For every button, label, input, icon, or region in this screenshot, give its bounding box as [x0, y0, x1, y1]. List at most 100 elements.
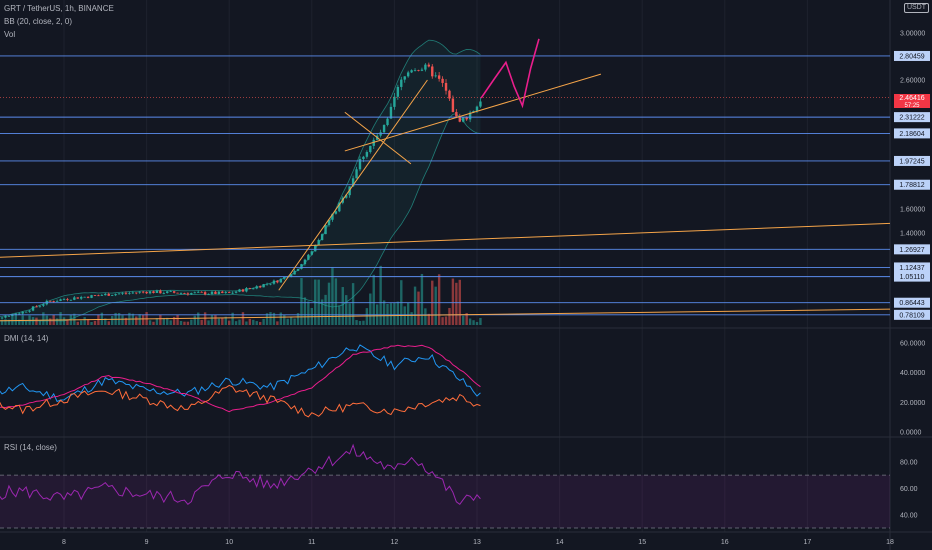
volume-bar [110, 315, 114, 325]
price-projection[interactable] [480, 38, 540, 109]
candle-body [114, 294, 117, 296]
candle-body [52, 301, 55, 303]
volume-bar [424, 308, 427, 325]
volume-bar [231, 312, 234, 325]
volume-bar [248, 318, 252, 325]
volume-bar [320, 299, 324, 325]
level-price-label: 1.26927 [899, 247, 924, 254]
candle-body [135, 292, 138, 294]
volume-bar [241, 312, 245, 325]
bb-legend[interactable]: BB (20, close, 2, 0) [4, 17, 73, 26]
volume-bar [107, 321, 110, 325]
candle-body [351, 178, 355, 187]
volume-bar [155, 318, 159, 325]
volume-legend[interactable]: Vol [4, 30, 16, 39]
symbol-legend[interactable]: GRT / TetherUS, 1h, BINANCE [4, 4, 114, 13]
x-tick-label: 10 [225, 539, 233, 546]
dmi-legend[interactable]: DMI (14, 14) [4, 334, 49, 343]
candle-body [444, 82, 448, 91]
currency-badge[interactable]: USDT [903, 3, 929, 13]
candle-body [169, 291, 172, 293]
candle-body [317, 239, 320, 246]
candle-body [472, 110, 475, 113]
candle-body [479, 101, 482, 107]
candle-body [24, 311, 28, 313]
trend-line [0, 222, 891, 258]
volume-bar [286, 318, 289, 325]
volume-bar [59, 312, 62, 325]
candle-body [121, 292, 124, 294]
volume-bar [4, 319, 7, 325]
candle-body [262, 284, 265, 288]
x-tick-label: 8 [62, 539, 66, 546]
candle-body [104, 293, 107, 296]
volume-bar [234, 321, 238, 325]
level-price-box [894, 112, 930, 123]
horizontal-levels[interactable]: 2.80459 2.31222 2.18604 1.97245 1.78812 1.269… [0, 50, 930, 320]
candle-body [434, 75, 437, 77]
volume-bar [214, 314, 217, 325]
level-price-label: 2.80459 [899, 53, 924, 60]
volume-bar [303, 297, 307, 325]
candle-body [272, 280, 276, 284]
candle-body [307, 254, 310, 260]
volume-bar [169, 320, 172, 325]
candle-body [248, 288, 252, 289]
volume-bar [83, 317, 86, 325]
candle-body [269, 283, 272, 285]
volume-bar [14, 312, 18, 325]
volume-bar [468, 318, 472, 325]
candle-body [458, 116, 461, 122]
candle-body [190, 293, 193, 295]
candle-body [252, 288, 255, 290]
volume-bar [66, 319, 69, 325]
candle-body [176, 292, 179, 294]
candle-body [97, 295, 100, 297]
candle-body [69, 299, 73, 301]
volume-bar [451, 278, 455, 325]
volume-bar [197, 312, 200, 325]
candle-body [49, 300, 52, 302]
volume-bar [393, 302, 396, 325]
level-price-box [894, 262, 930, 273]
candle-body [21, 311, 24, 314]
volume-bar [93, 320, 97, 325]
candle-body [386, 118, 389, 126]
level-price-box [894, 50, 930, 61]
candle-body [403, 76, 406, 80]
candle-body [413, 70, 417, 71]
volume-bar [472, 320, 475, 325]
candle-body [93, 295, 97, 296]
level-price-label: 1.78812 [899, 182, 924, 189]
volume-bar [104, 318, 107, 325]
candle-body [465, 117, 468, 120]
candle-body [258, 286, 262, 288]
bb-upper [0, 39, 481, 317]
volume-bar [369, 293, 372, 325]
trend-lines[interactable] [0, 73, 891, 322]
volume-bar [76, 321, 79, 325]
candle-body [117, 293, 121, 295]
volume-bar [190, 319, 193, 325]
volume-bar [444, 316, 448, 325]
candle-body [420, 69, 424, 71]
candle-body [80, 297, 83, 299]
volume-bar [345, 295, 348, 325]
dmi-tick-label: 40.0000 [900, 370, 925, 377]
x-tick-label: 11 [308, 539, 315, 546]
candle-body [241, 289, 245, 292]
volume-bar [396, 301, 400, 325]
volume-bar [293, 318, 296, 325]
rsi-legend[interactable]: RSI (14, close) [4, 443, 57, 452]
candle-body [437, 75, 441, 79]
candle-body [334, 211, 338, 214]
volume-bar [221, 318, 224, 325]
candle-body [83, 296, 86, 298]
candle-body [131, 292, 135, 294]
candle-body [372, 139, 375, 146]
candle-body [400, 79, 403, 87]
x-tick-label: 15 [638, 539, 646, 546]
volume-bar [258, 321, 262, 325]
